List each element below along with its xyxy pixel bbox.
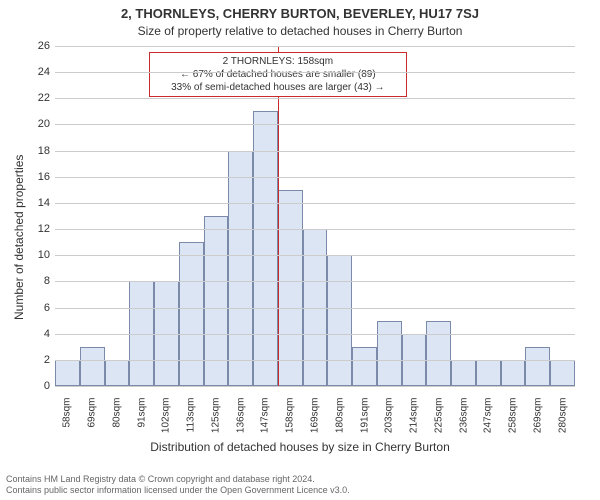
x-tick-label: 269sqm bbox=[532, 394, 543, 434]
y-tick-label: 26 bbox=[38, 40, 55, 52]
y-tick-label: 2 bbox=[44, 354, 55, 366]
grid-line bbox=[55, 124, 575, 125]
x-tick-label: 236sqm bbox=[458, 394, 469, 434]
reference-line bbox=[278, 46, 279, 386]
x-tick-label: 147sqm bbox=[260, 394, 271, 434]
histogram-bar bbox=[352, 347, 377, 386]
histogram-bar bbox=[377, 321, 402, 386]
x-tick-label: 102sqm bbox=[161, 394, 172, 434]
x-tick-label: 214sqm bbox=[409, 394, 420, 434]
grid-line bbox=[55, 46, 575, 47]
footer: Contains HM Land Registry data © Crown c… bbox=[6, 474, 594, 496]
title-sub: Size of property relative to detached ho… bbox=[0, 24, 600, 38]
x-tick-label: 258sqm bbox=[508, 394, 519, 434]
y-tick-label: 16 bbox=[38, 171, 55, 183]
y-tick-label: 10 bbox=[38, 249, 55, 261]
histogram-bar bbox=[501, 360, 526, 386]
grid-line bbox=[55, 203, 575, 204]
annotation-line1: 2 THORNLEYS: 158sqm bbox=[154, 55, 402, 68]
x-tick-label: 125sqm bbox=[210, 394, 221, 434]
x-tick-label: 113sqm bbox=[186, 394, 197, 433]
y-tick-label: 6 bbox=[44, 302, 55, 314]
x-tick-label: 158sqm bbox=[285, 394, 296, 434]
grid-line bbox=[55, 255, 575, 256]
grid-line bbox=[55, 229, 575, 230]
y-tick-label: 20 bbox=[38, 118, 55, 130]
histogram-bar bbox=[278, 190, 303, 386]
histogram-bar bbox=[525, 347, 550, 386]
grid-line bbox=[55, 386, 575, 387]
x-tick-label: 247sqm bbox=[483, 394, 494, 434]
annotation-line3: 33% of semi-detached houses are larger (… bbox=[154, 81, 402, 94]
x-axis-label: Distribution of detached houses by size … bbox=[0, 440, 600, 454]
title-main: 2, THORNLEYS, CHERRY BURTON, BEVERLEY, H… bbox=[0, 6, 600, 21]
x-tick-label: 203sqm bbox=[384, 394, 395, 434]
footer-line2: Contains public sector information licen… bbox=[6, 485, 594, 496]
histogram-bar bbox=[327, 255, 352, 386]
histogram-bar bbox=[253, 111, 278, 386]
y-tick-label: 22 bbox=[38, 92, 55, 104]
histogram-bar bbox=[105, 360, 130, 386]
plot-area: 2 THORNLEYS: 158sqm ← 67% of detached ho… bbox=[55, 46, 575, 386]
chart-container: 2, THORNLEYS, CHERRY BURTON, BEVERLEY, H… bbox=[0, 0, 600, 500]
x-tick-label: 91sqm bbox=[136, 394, 147, 428]
x-tick-label: 80sqm bbox=[111, 394, 122, 428]
grid-line bbox=[55, 151, 575, 152]
annotation-box: 2 THORNLEYS: 158sqm ← 67% of detached ho… bbox=[149, 52, 407, 97]
grid-line bbox=[55, 72, 575, 73]
histogram-bar bbox=[55, 360, 80, 386]
grid-line bbox=[55, 308, 575, 309]
grid-line bbox=[55, 281, 575, 282]
histogram-bar bbox=[228, 151, 253, 386]
histogram-bar bbox=[476, 360, 501, 386]
grid-line bbox=[55, 334, 575, 335]
y-tick-label: 18 bbox=[38, 145, 55, 157]
annotation-line2: ← 67% of detached houses are smaller (89… bbox=[154, 68, 402, 81]
histogram-bar bbox=[80, 347, 105, 386]
y-tick-label: 14 bbox=[38, 197, 55, 209]
x-tick-label: 280sqm bbox=[557, 394, 568, 434]
y-tick-label: 24 bbox=[38, 66, 55, 78]
histogram-bar bbox=[451, 360, 476, 386]
x-tick-label: 191sqm bbox=[359, 394, 370, 434]
bars-group bbox=[55, 46, 575, 386]
y-tick-label: 8 bbox=[44, 275, 55, 287]
histogram-bar bbox=[426, 321, 451, 386]
x-tick-label: 58sqm bbox=[62, 394, 73, 428]
x-tick-label: 169sqm bbox=[310, 394, 321, 434]
grid-line bbox=[55, 360, 575, 361]
footer-line1: Contains HM Land Registry data © Crown c… bbox=[6, 474, 594, 485]
x-tick-label: 225sqm bbox=[433, 394, 444, 434]
x-tick-label: 69sqm bbox=[87, 394, 98, 428]
histogram-bar bbox=[179, 242, 204, 386]
histogram-bar bbox=[550, 360, 575, 386]
y-tick-label: 4 bbox=[44, 328, 55, 340]
y-tick-label: 12 bbox=[38, 223, 55, 235]
x-tick-label: 180sqm bbox=[334, 394, 345, 434]
y-tick-label: 0 bbox=[44, 380, 55, 392]
grid-line bbox=[55, 177, 575, 178]
grid-line bbox=[55, 98, 575, 99]
x-tick-label: 136sqm bbox=[235, 394, 246, 434]
